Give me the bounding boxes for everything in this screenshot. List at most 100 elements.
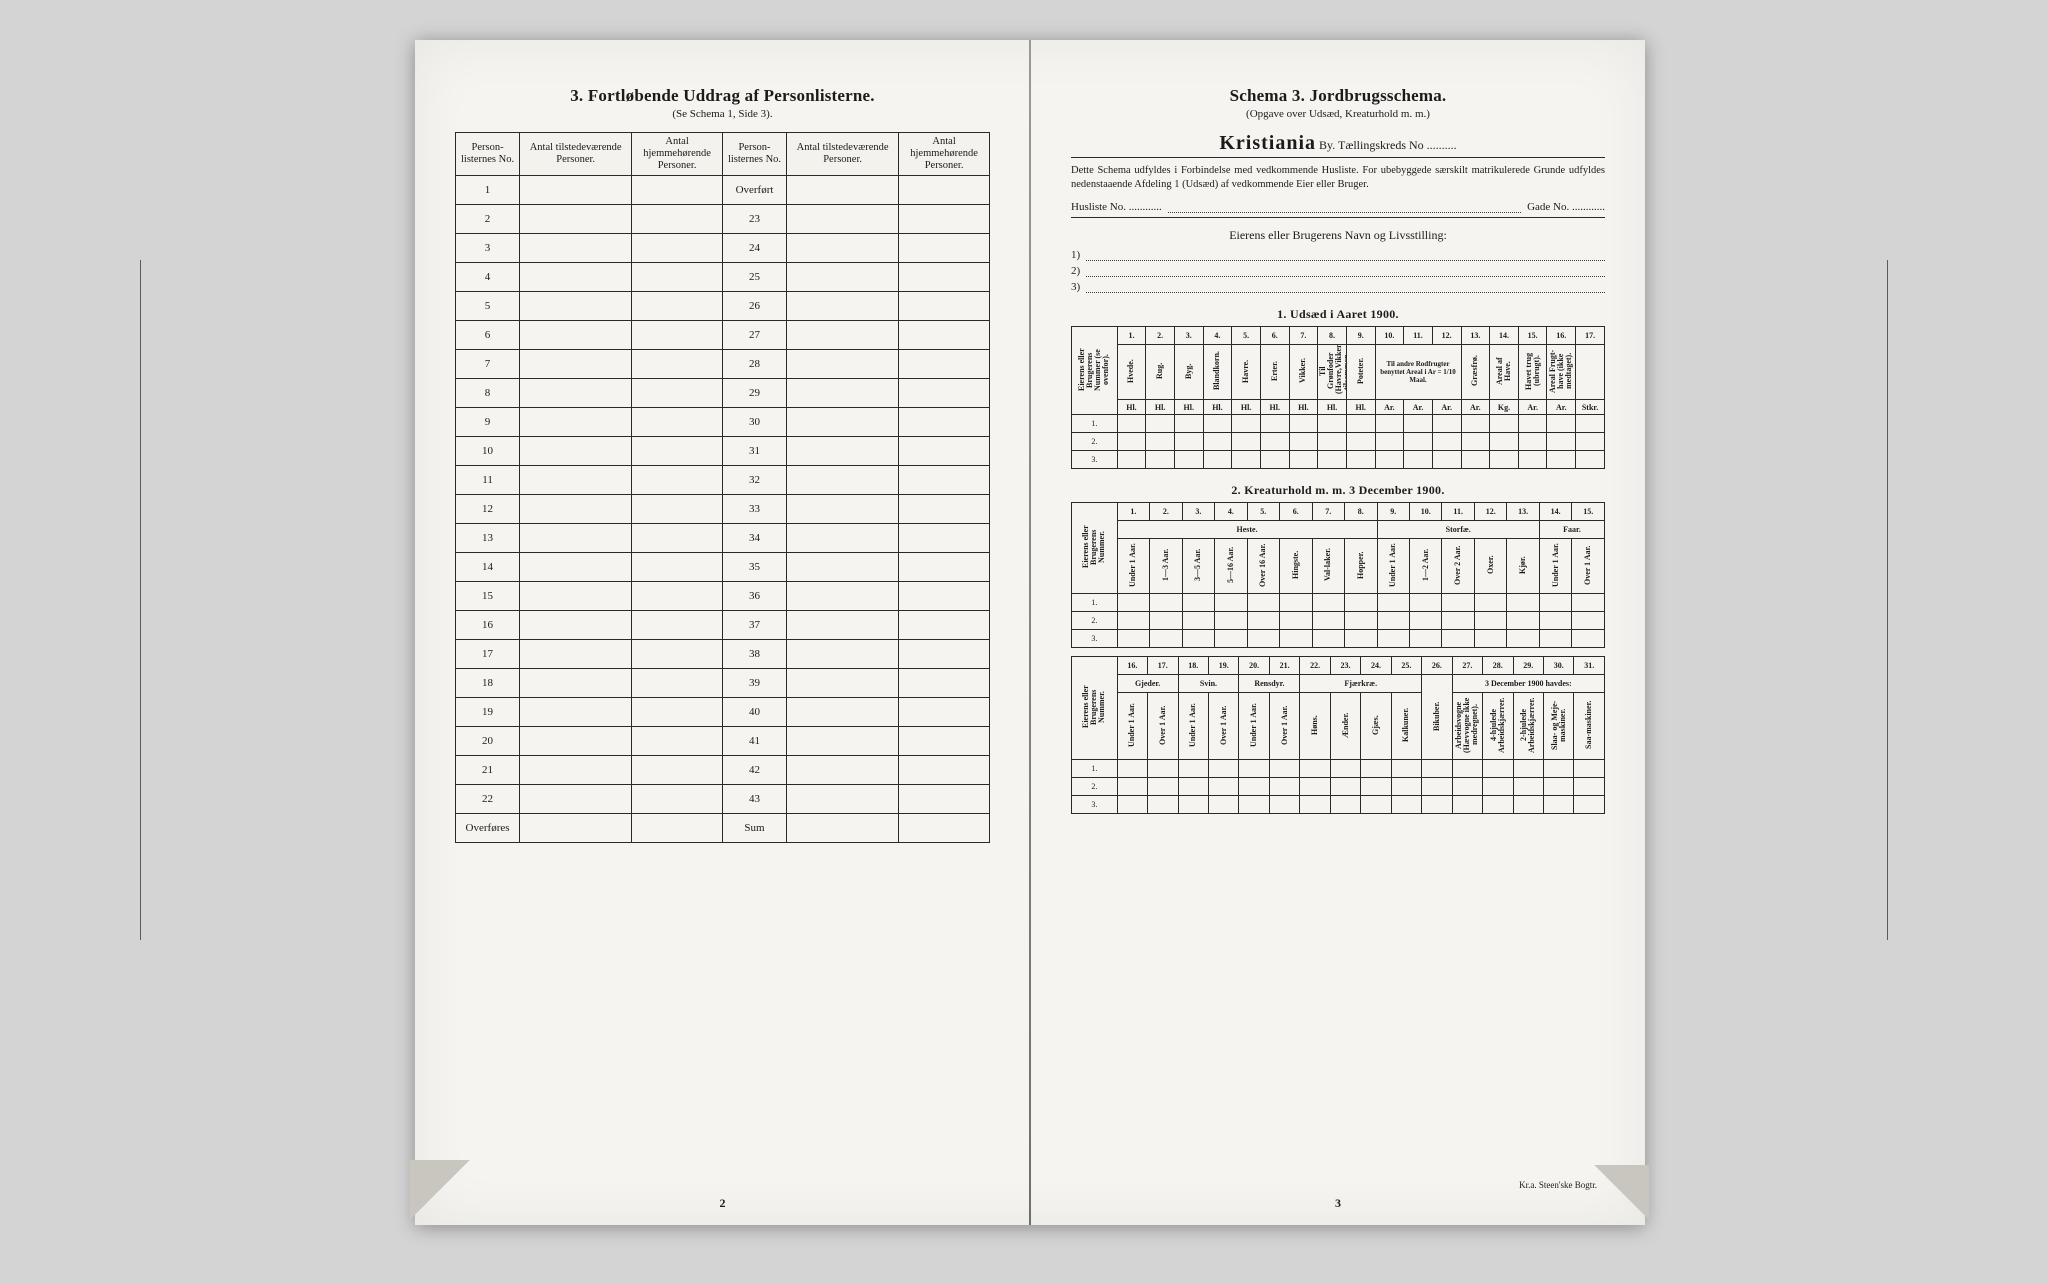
- owner-num: 1): [1071, 249, 1080, 261]
- livestock-table-a: Eierens eller Brugerens Nummer.1.2.3.4.5…: [1071, 502, 1605, 648]
- table-row: 10 31: [456, 437, 990, 466]
- table-row: 1536: [456, 582, 990, 611]
- cell: 2: [456, 205, 520, 234]
- cell: 28: [722, 350, 786, 379]
- table-row: 2 23: [456, 205, 990, 234]
- table-footer-row: Overføres Sum: [456, 814, 990, 843]
- cell: 18: [456, 669, 520, 698]
- table-row: 2041: [456, 727, 990, 756]
- cell: 23: [722, 205, 786, 234]
- cell: 33: [722, 495, 786, 524]
- cell: 32: [722, 466, 786, 495]
- open-book: 3. Fortløbende Uddrag af Personlisterne.…: [415, 40, 1645, 1225]
- table-row: 1.: [1072, 415, 1605, 433]
- livestock-table-b: Eierens eller Brugerens Nummer.16.17.18.…: [1071, 656, 1605, 814]
- table-row: 2.: [1072, 433, 1605, 451]
- section2-title: 2. Kreaturhold m. m. 3 December 1900.: [1071, 483, 1605, 498]
- cell: 41: [722, 727, 786, 756]
- col-h: Antal tilstedeværende Personer.: [787, 133, 899, 176]
- cell: 30: [722, 408, 786, 437]
- cell: 40: [722, 698, 786, 727]
- col-h: Person-listernes No.: [722, 133, 786, 176]
- table-row: 5 26: [456, 292, 990, 321]
- left-title: 3. Fortløbende Uddrag af Personlisterne.: [455, 86, 990, 106]
- cell: 29: [722, 379, 786, 408]
- cell: 22: [456, 785, 520, 814]
- table-row: 7 28: [456, 350, 990, 379]
- person-extract-table: Person-listernes No. Antal tilstedeværen…: [455, 132, 990, 843]
- table-row: 1738: [456, 640, 990, 669]
- col-h: Antal hjemmehørende Personer.: [899, 133, 990, 176]
- right-page: Schema 3. Jordbrugsschema. (Opgave over …: [1030, 40, 1645, 1225]
- instruction-note: Dette Schema udfyldes i Forbindelse med …: [1071, 164, 1605, 191]
- table-row: 9 30: [456, 408, 990, 437]
- table-row: 2.: [1072, 612, 1605, 630]
- scan-stage: 3. Fortløbende Uddrag af Personlisterne.…: [0, 0, 2048, 1284]
- cell: Overføres: [456, 814, 520, 843]
- gade-label: Gade No. ............: [1527, 201, 1605, 213]
- cell: 36: [722, 582, 786, 611]
- cell: 20: [456, 727, 520, 756]
- owner-num: 3): [1071, 281, 1080, 293]
- left-page: 3. Fortløbende Uddrag af Personlisterne.…: [415, 40, 1030, 1225]
- city-line: Kristiania By. Tællingskreds No ........…: [1071, 132, 1605, 158]
- cell: 6: [456, 321, 520, 350]
- cell: 7: [456, 350, 520, 379]
- cell: 31: [722, 437, 786, 466]
- cell: 8: [456, 379, 520, 408]
- cell: 10: [456, 437, 520, 466]
- husliste-label: Husliste No. ............: [1071, 201, 1162, 213]
- cell: 42: [722, 756, 786, 785]
- cell: 12: [456, 495, 520, 524]
- table-row: 1637: [456, 611, 990, 640]
- book-spine: [1029, 40, 1031, 1225]
- page-number-left: 2: [415, 1196, 1030, 1211]
- cell: 37: [722, 611, 786, 640]
- fill-line: [1086, 265, 1605, 277]
- table-row: 11 32: [456, 466, 990, 495]
- printer-imprint: Kr.a. Steen'ske Bogtr.: [1519, 1180, 1597, 1190]
- cell: 27: [722, 321, 786, 350]
- fill-line: [1086, 281, 1605, 293]
- cell: 26: [722, 292, 786, 321]
- table-row: 6 27: [456, 321, 990, 350]
- cell: 19: [456, 698, 520, 727]
- table-row: 3.: [1072, 630, 1605, 648]
- cell: 17: [456, 640, 520, 669]
- cell: 15: [456, 582, 520, 611]
- sowing-table: Eierens eller Brugerens Nummer (se ovenf…: [1071, 326, 1605, 469]
- cell: 14: [456, 553, 520, 582]
- owner-label: Eierens eller Brugerens Navn og Livsstil…: [1071, 228, 1605, 243]
- cell: 3: [456, 234, 520, 263]
- cell: 16: [456, 611, 520, 640]
- table-row: 3.: [1072, 796, 1605, 814]
- cell: 5: [456, 292, 520, 321]
- table-row: 22 43: [456, 785, 990, 814]
- cell: 35: [722, 553, 786, 582]
- table-row: 1334: [456, 524, 990, 553]
- cell: 1: [456, 176, 520, 205]
- owner-row: 1): [1071, 249, 1605, 261]
- table-row: 8 29: [456, 379, 990, 408]
- cell: 34: [722, 524, 786, 553]
- owner-row: 2): [1071, 265, 1605, 277]
- table-row: 14 35: [456, 553, 990, 582]
- cell: 25: [722, 263, 786, 292]
- city-name: Kristiania: [1219, 132, 1316, 154]
- cell: 11: [456, 466, 520, 495]
- cell: 38: [722, 640, 786, 669]
- cell: 9: [456, 408, 520, 437]
- cell: Overført: [722, 176, 786, 205]
- city-suffix: By. Tællingskreds No ..........: [1319, 138, 1457, 152]
- cell: 39: [722, 669, 786, 698]
- right-title: Schema 3. Jordbrugsschema.: [1071, 86, 1605, 106]
- cell: 43: [722, 785, 786, 814]
- table-row: 3.: [1072, 451, 1605, 469]
- fill-line: [1168, 201, 1521, 213]
- table-row: 1.: [1072, 760, 1605, 778]
- table-row: 324: [456, 234, 990, 263]
- table-row: 425: [456, 263, 990, 292]
- table-row: 1 Overført: [456, 176, 990, 205]
- cell: Sum: [722, 814, 786, 843]
- husliste-row: Husliste No. ............ Gade No. .....…: [1071, 201, 1605, 213]
